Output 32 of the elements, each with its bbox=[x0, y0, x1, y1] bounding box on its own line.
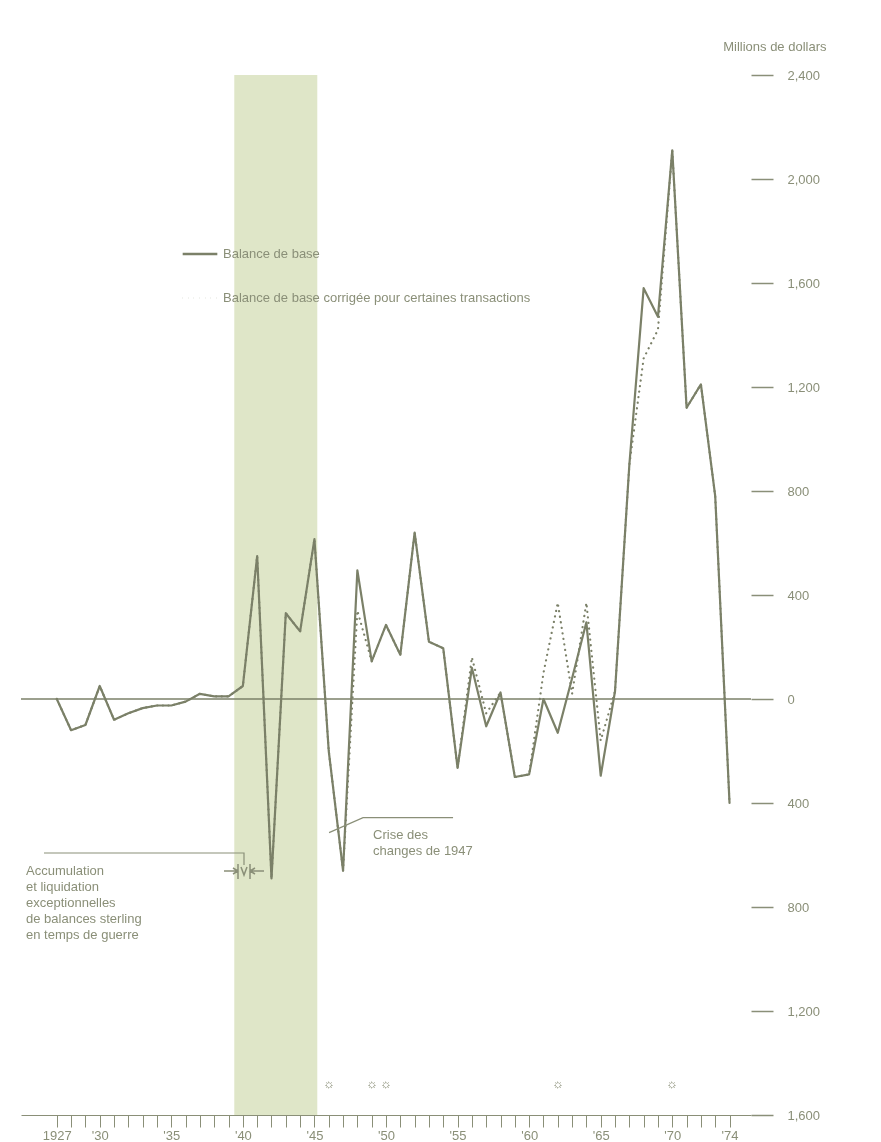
annotation: ☼ bbox=[666, 1076, 678, 1091]
x-tick-label: '70 bbox=[664, 1127, 682, 1142]
x-tick-label: '35 bbox=[163, 1127, 181, 1142]
annotation: Crise des changes de 1947 bbox=[373, 826, 473, 858]
annotation: ☼ bbox=[366, 1076, 378, 1091]
legend-label: Balance de base bbox=[223, 246, 320, 261]
y-tick-label: 0 bbox=[787, 691, 795, 707]
x-tick-label: 1927 bbox=[42, 1127, 72, 1142]
y-tick-label: 800 bbox=[787, 899, 810, 915]
y-tick-label: 400 bbox=[787, 795, 810, 811]
annotation: ☼ bbox=[380, 1076, 392, 1091]
y-tick-label: 1,200 bbox=[787, 379, 821, 395]
y-tick-label: 1,200 bbox=[787, 1003, 821, 1019]
y-tick-label: 2,000 bbox=[787, 171, 821, 187]
y-axis-title: Millions de dollars bbox=[723, 38, 827, 54]
x-tick-label: '30 bbox=[91, 1127, 109, 1142]
y-tick-label: 1,600 bbox=[787, 275, 821, 291]
y-tick-label: 1,600 bbox=[787, 1107, 821, 1123]
y-tick-label: 400 bbox=[787, 587, 810, 603]
x-tick-label: '40 bbox=[234, 1127, 252, 1142]
annotation: ☼ bbox=[323, 1076, 335, 1091]
x-tick-label: '74 bbox=[721, 1127, 739, 1142]
x-tick-label: '65 bbox=[592, 1127, 610, 1142]
y-tick-label: 2,400 bbox=[787, 67, 821, 83]
x-tick-label: '60 bbox=[521, 1127, 539, 1142]
y-tick-label: 800 bbox=[787, 483, 810, 499]
annotation: ☼ bbox=[552, 1076, 564, 1091]
x-tick-label: '45 bbox=[306, 1127, 324, 1142]
annotation: Accumulation et liquidation exceptionnelles de balances sterling en temps de guerre bbox=[26, 863, 142, 942]
x-tick-label: '50 bbox=[378, 1127, 395, 1142]
legend-label: Balance de base corrigée pour certaines transactions bbox=[223, 290, 531, 305]
x-tick-label: '55 bbox=[449, 1127, 467, 1142]
